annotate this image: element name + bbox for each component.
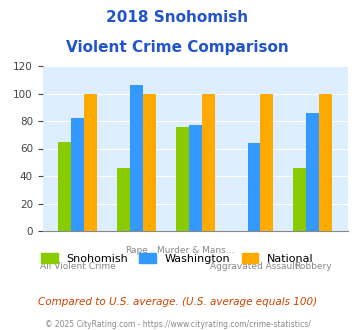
Bar <box>143 93 156 231</box>
Bar <box>202 93 215 231</box>
Bar <box>84 93 97 231</box>
Bar <box>189 125 202 231</box>
Bar <box>261 93 273 231</box>
Text: Robbery: Robbery <box>294 262 332 271</box>
Bar <box>176 126 189 231</box>
Text: Compared to U.S. average. (U.S. average equals 100): Compared to U.S. average. (U.S. average … <box>38 297 317 307</box>
Bar <box>306 113 319 231</box>
Text: Violent Crime Comparison: Violent Crime Comparison <box>66 40 289 54</box>
Bar <box>247 143 261 231</box>
Bar <box>293 168 306 231</box>
Bar <box>71 118 84 231</box>
Text: Rape: Rape <box>125 246 148 255</box>
Text: Murder & Mans...: Murder & Mans... <box>157 246 234 255</box>
Bar <box>130 85 143 231</box>
Bar <box>59 142 71 231</box>
Text: All Violent Crime: All Violent Crime <box>40 262 116 271</box>
Bar <box>319 93 332 231</box>
Bar <box>117 168 130 231</box>
Text: © 2025 CityRating.com - https://www.cityrating.com/crime-statistics/: © 2025 CityRating.com - https://www.city… <box>45 320 310 329</box>
Text: Aggravated Assault: Aggravated Assault <box>210 262 298 271</box>
Legend: Snohomish, Washington, National: Snohomish, Washington, National <box>37 249 318 268</box>
Text: 2018 Snohomish: 2018 Snohomish <box>106 10 248 25</box>
